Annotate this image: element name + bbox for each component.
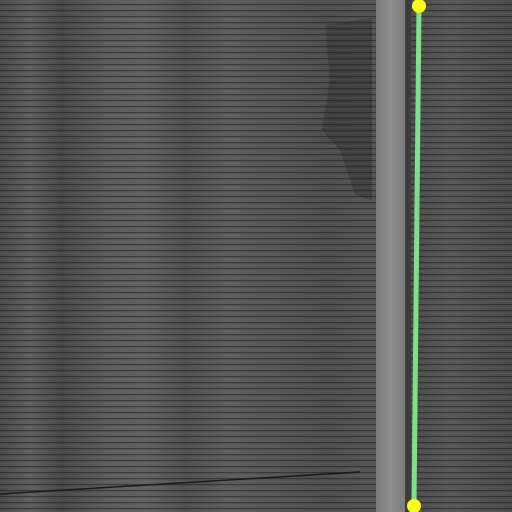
light-strip (376, 0, 405, 512)
endpoint-top (412, 0, 426, 13)
strip-edge (405, 0, 411, 512)
annotation-line (411, 4, 422, 507)
crack (0, 471, 361, 495)
endpoint-bottom (407, 499, 421, 512)
